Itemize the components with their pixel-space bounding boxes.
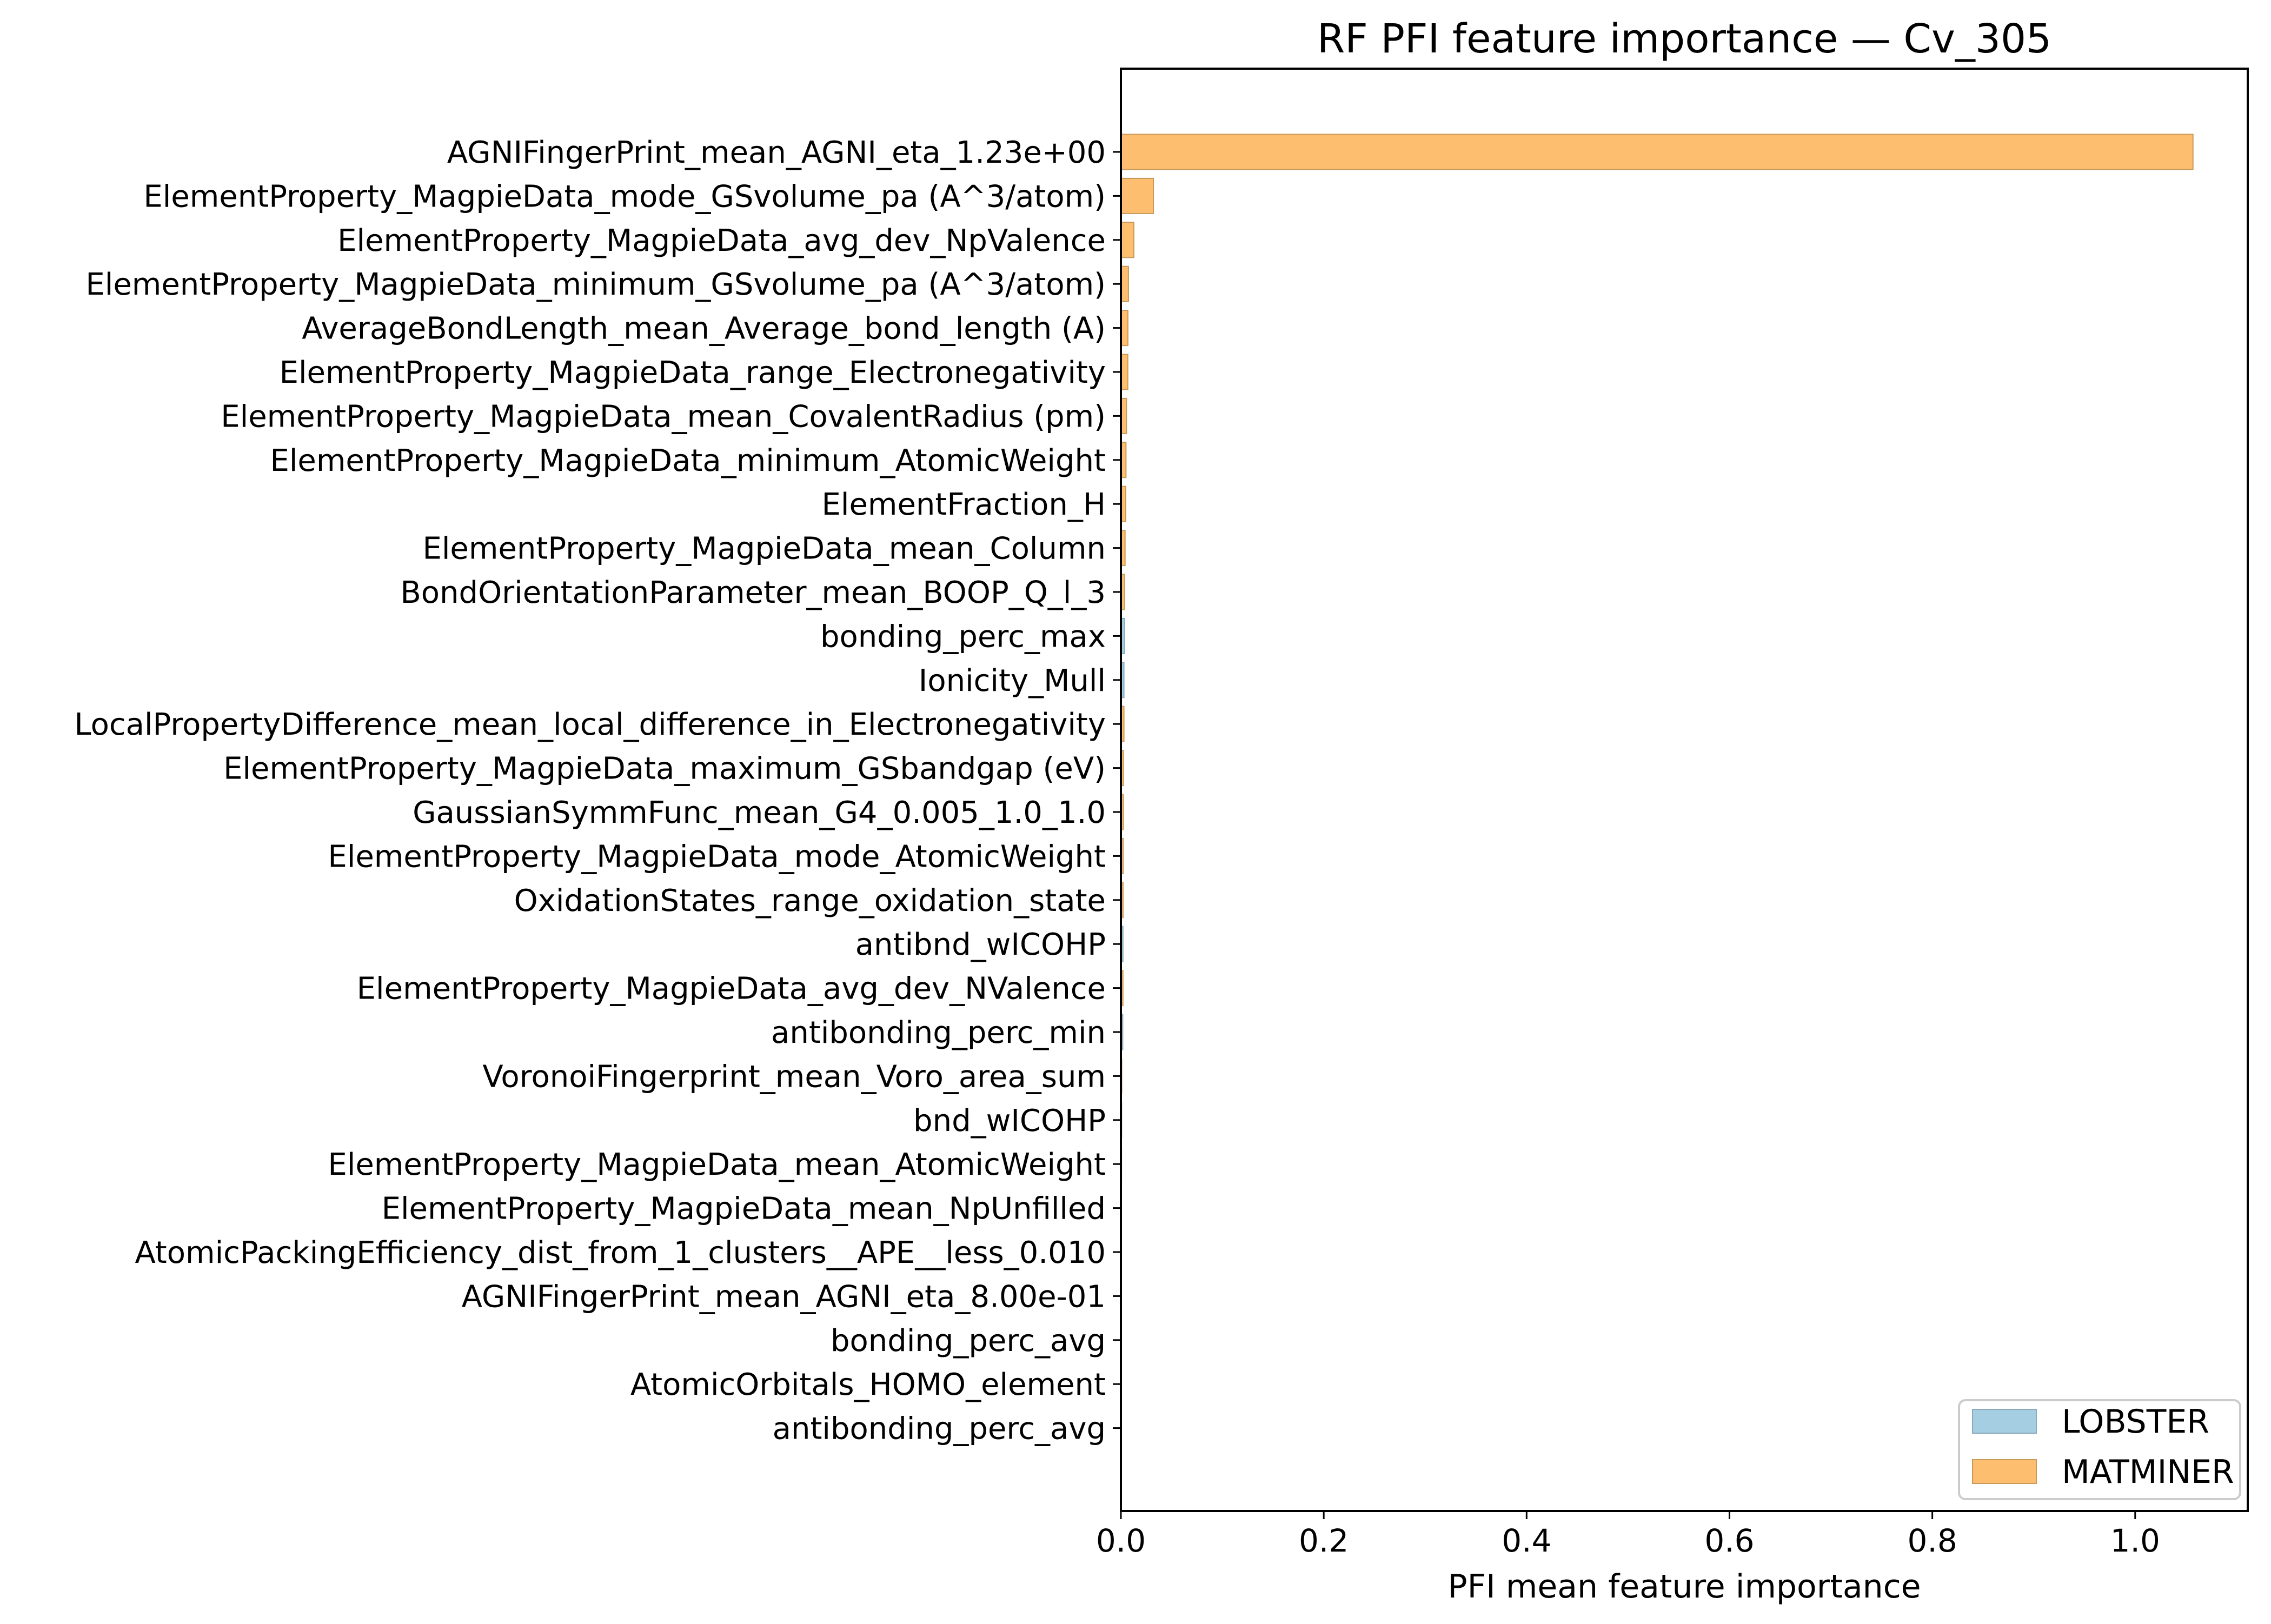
x-tick-label: 0.8 (1908, 1522, 1957, 1559)
legend-swatch-matminer (1972, 1459, 2037, 1484)
y-tick-label: ElementProperty_MagpieData_mean_NpUnfill… (382, 1192, 1106, 1227)
legend-label-lobster: LOBSTER (2062, 1403, 2209, 1441)
y-tick-label: antibonding_perc_avg (773, 1412, 1106, 1447)
y-tick-label: bonding_perc_max (820, 619, 1106, 654)
chart-title: RF PFI feature importance — Cv_305 (1317, 16, 2051, 62)
x-tick-label: 1.0 (2110, 1522, 2160, 1559)
y-tick-label: GaussianSymmFunc_mean_G4_0.005_1.0_1.0 (413, 795, 1106, 830)
y-tick-label: ElementFraction_H (822, 487, 1106, 522)
y-tick-label: AGNIFingerPrint_mean_AGNI_eta_1.23e+00 (447, 135, 1106, 170)
legend-label-matminer: MATMINER (2062, 1453, 2234, 1491)
y-tick-label: ElementProperty_MagpieData_minimum_Atomi… (270, 443, 1106, 478)
x-tick-label: 0.0 (1096, 1522, 1146, 1559)
y-tick-label: ElementProperty_MagpieData_maximum_GSban… (223, 751, 1106, 787)
y-tick-label: ElementProperty_MagpieData_avg_dev_NpVal… (337, 223, 1106, 258)
y-tick-label: ElementProperty_MagpieData_minimum_GSvol… (85, 267, 1106, 302)
y-tick-label: LocalPropertyDifference_mean_local_diffe… (74, 707, 1106, 742)
y-tick-label: ElementProperty_MagpieData_mean_AtomicWe… (328, 1147, 1106, 1182)
bar (1120, 177, 1154, 214)
bar (1120, 134, 2194, 170)
y-tick-label: antibonding_perc_min (771, 1015, 1106, 1050)
y-tick-label: bonding_perc_avg (831, 1323, 1106, 1359)
x-tick-label: 0.4 (1502, 1522, 1551, 1559)
x-tick-label: 0.2 (1299, 1522, 1349, 1559)
bar (1120, 222, 1135, 258)
y-tick-label: ElementProperty_MagpieData_mode_GSvolume… (143, 179, 1106, 214)
x-axis-label: PFI mean feature importance (1447, 1568, 1921, 1606)
y-tick-label: ElementProperty_MagpieData_mean_Column (422, 531, 1106, 567)
y-tick-label: antibnd_wICOHP (855, 927, 1106, 962)
x-tick-labels: 0.0 0.2 0.4 0.6 0.8 1.0 (1096, 1511, 2160, 1559)
axes-frame (1120, 68, 2249, 1512)
y-tick-label: BondOrientationParameter_mean_BOOP_Q_l_3 (400, 575, 1106, 610)
legend-swatch-lobster (1972, 1409, 2037, 1434)
y-tick-label: AtomicPackingEfficiency_dist_from_1_clus… (135, 1235, 1106, 1270)
y-tick-label: AverageBondLength_mean_Average_bond_leng… (302, 311, 1106, 347)
bars-group (1120, 134, 2194, 1402)
y-tick-label: bnd_wICOHP (913, 1103, 1106, 1139)
y-tick-label: AtomicOrbitals_HOMO_element (630, 1367, 1106, 1402)
y-tick-label: ElementProperty_MagpieData_range_Electro… (280, 355, 1106, 390)
y-tick-label: Ionicity_Mull (919, 663, 1106, 698)
y-tick-labels: AGNIFingerPrint_mean_AGNI_eta_1.23e+00 El… (74, 135, 1121, 1447)
x-tick-label: 0.6 (1704, 1522, 1754, 1559)
y-tick-label: ElementProperty_MagpieData_mode_AtomicWe… (328, 839, 1106, 874)
bar (1120, 265, 1129, 302)
y-tick-label: ElementProperty_MagpieData_mean_Covalent… (221, 399, 1106, 434)
y-tick-label: ElementProperty_MagpieData_avg_dev_NVale… (357, 971, 1106, 1007)
y-tick-label: AGNIFingerPrint_mean_AGNI_eta_8.00e-01 (462, 1279, 1106, 1314)
legend: LOBSTER MATMINER (1958, 1399, 2241, 1500)
y-tick-label: VoronoiFingerprint_mean_Voro_area_sum (482, 1059, 1106, 1094)
y-tick-label: OxidationStates_range_oxidation_state (514, 883, 1106, 919)
